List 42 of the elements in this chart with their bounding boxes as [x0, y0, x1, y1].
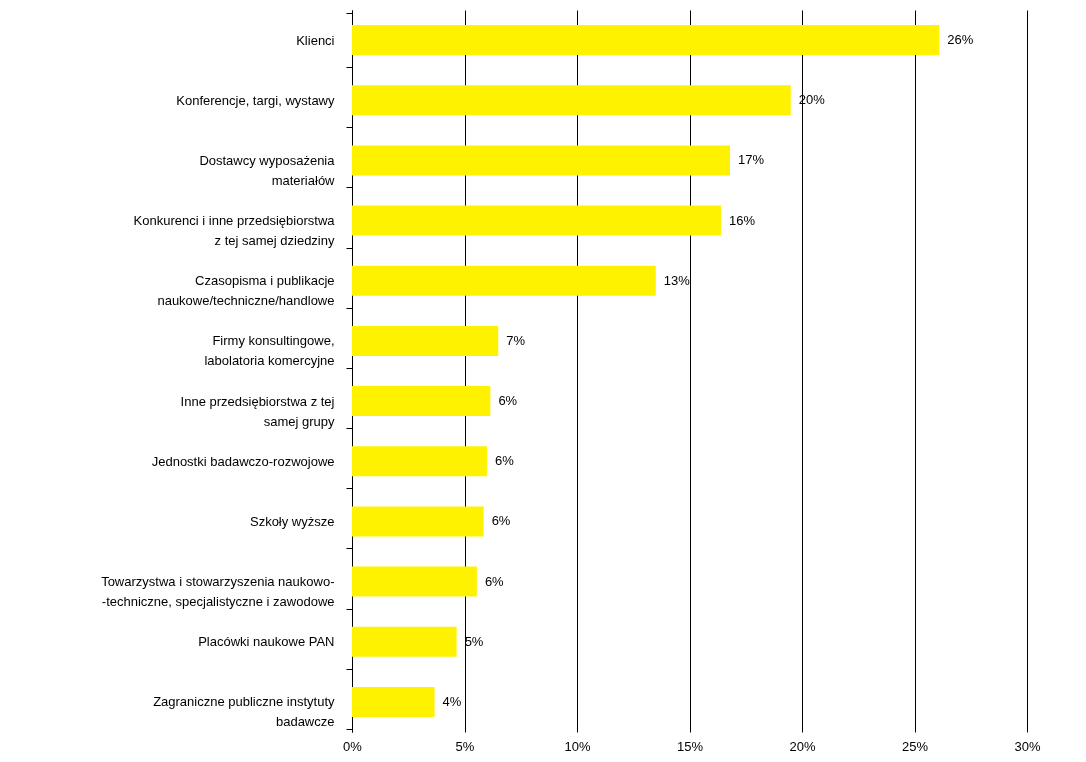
y-tick-label: Firmy konsultingowe, labolatoria komercyjne — [204, 333, 335, 369]
bar — [352, 626, 457, 657]
bar — [352, 325, 499, 356]
bar — [352, 506, 484, 537]
y-tick-label: Szkoły wyższe — [249, 513, 335, 529]
x-tick-label: 10% — [564, 738, 591, 754]
bar — [352, 386, 491, 417]
data-label: 6% — [495, 453, 515, 469]
x-tick-label: 5% — [455, 738, 475, 754]
data-label: 6% — [498, 393, 518, 409]
data-label: 13% — [663, 272, 691, 288]
y-tick-label: Placówki naukowe PAN — [198, 634, 335, 650]
y-tick-label: Konferencje, targi, wystawy — [176, 92, 335, 108]
bar — [352, 265, 656, 296]
data-label: 5% — [464, 633, 484, 649]
y-tick-label: Jednostki badawczo-rozwojowe — [151, 453, 335, 469]
data-label: 6% — [491, 513, 511, 529]
data-label: 17% — [738, 152, 765, 168]
y-tick-label: Dostawcy wyposażenia materiałów — [199, 152, 336, 188]
y-tick-label: Czasopisma i publikacje naukowe/techniczne/handlowe — [157, 273, 335, 309]
y-tick-label: Konkurenci i inne przedsiębiorstwa z tej samej dziedziny — [133, 213, 336, 249]
data-label: 16% — [729, 212, 756, 228]
bar — [352, 446, 487, 477]
x-tick-label: 25% — [901, 738, 929, 754]
bar — [352, 686, 435, 717]
bar — [352, 205, 721, 236]
bar — [352, 566, 477, 597]
data-label: 7% — [506, 332, 526, 348]
x-tick-label: 20% — [789, 738, 816, 754]
y-tick-label: Zagraniczne publiczne instytuty badawcze — [153, 694, 335, 730]
y-tick-label: Towarzystwa i stowarzyszenia naukowo- -techniczne, specjalistyczne i zawodowe — [101, 574, 335, 610]
data-label: 26% — [947, 32, 974, 48]
bar — [352, 85, 791, 116]
data-label: 4% — [442, 693, 462, 709]
x-tick-label: 15% — [676, 738, 704, 754]
x-tick-label: 30% — [1014, 738, 1041, 754]
bar — [352, 25, 940, 56]
x-tick-label: 0% — [343, 738, 363, 754]
data-label: 6% — [484, 573, 505, 589]
bar — [352, 145, 730, 176]
y-tick-label: Klienci — [296, 32, 335, 48]
y-tick-label: Inne przedsiębiorstwa z tej samej grupy — [180, 393, 335, 429]
